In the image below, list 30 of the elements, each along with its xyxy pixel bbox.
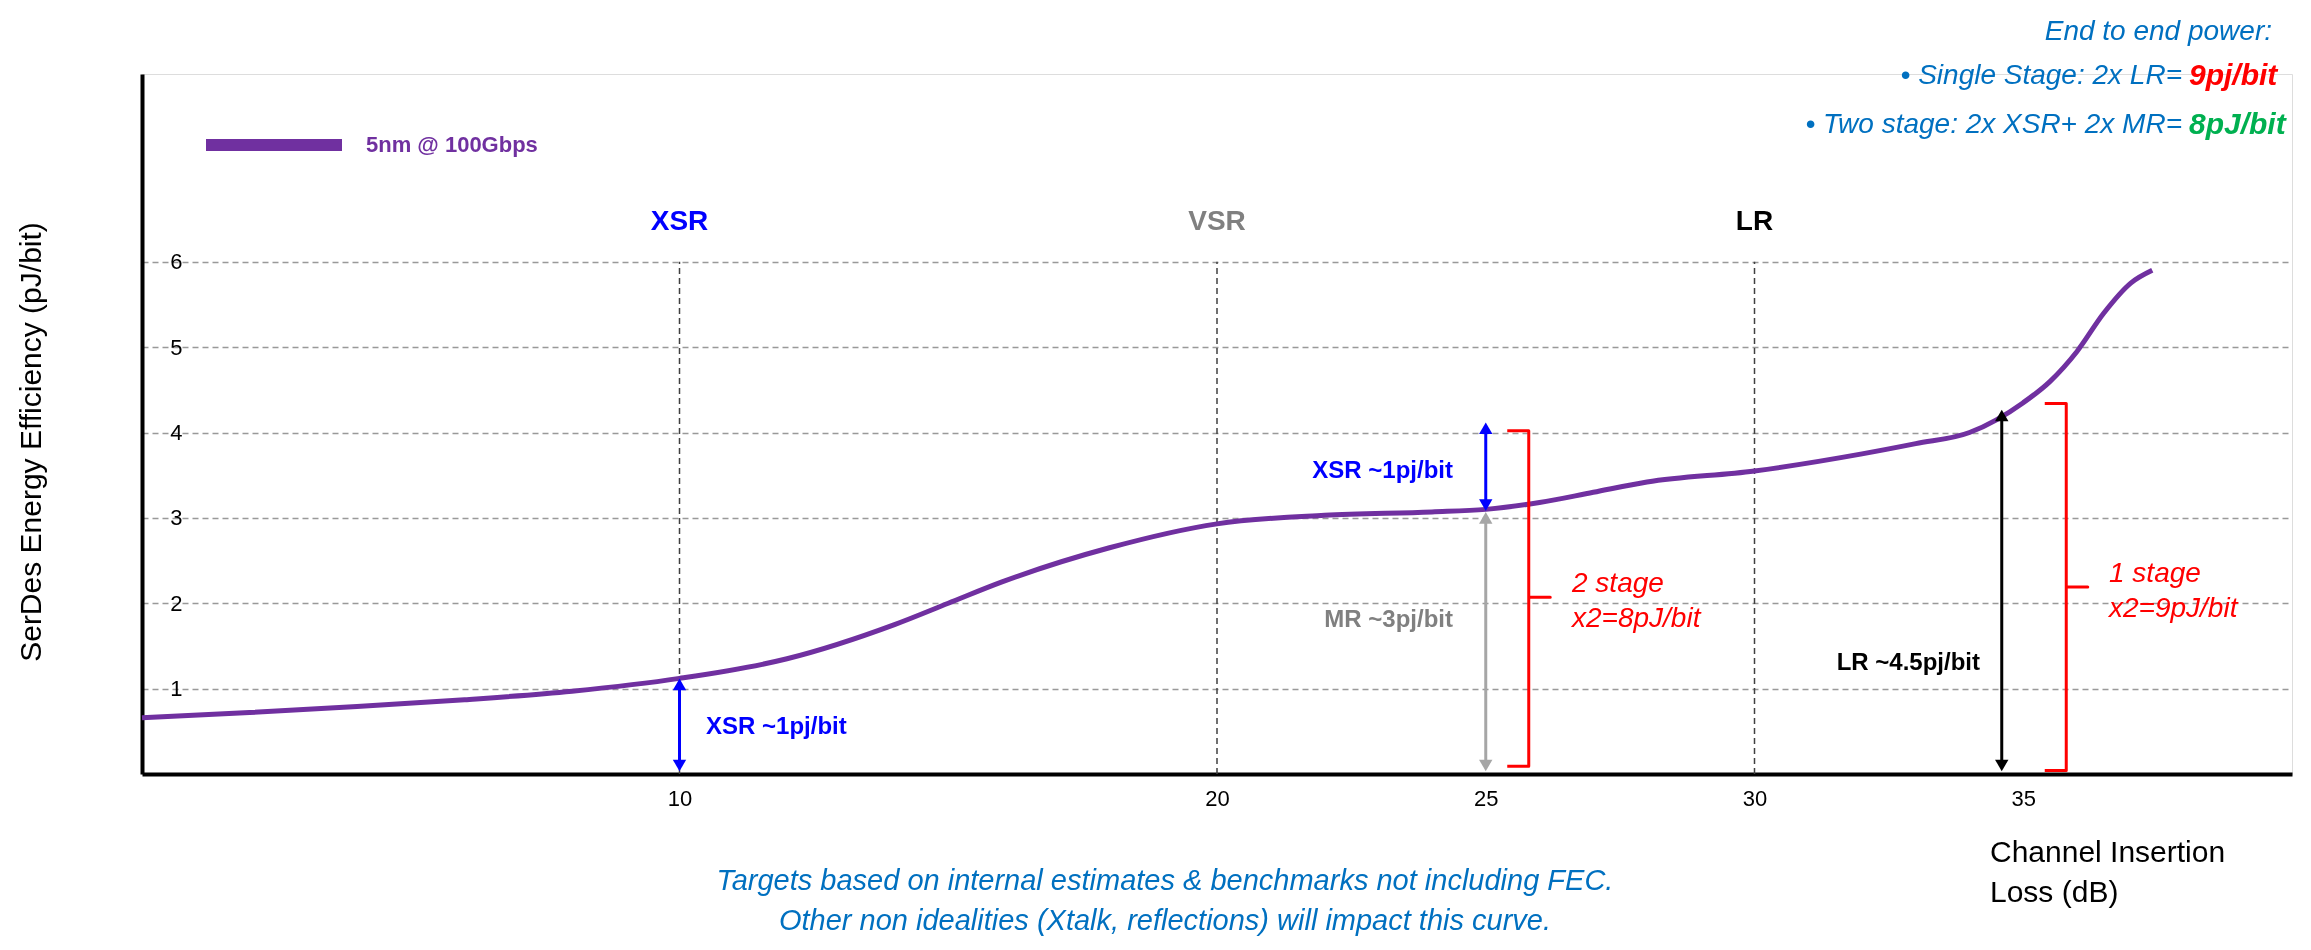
x-tick-label: 35 (2011, 785, 2036, 811)
y-tick-label: 5 (170, 334, 183, 360)
x-tick-label: 20 (1205, 785, 1230, 811)
annotation: 9pj/bit (2189, 58, 2280, 91)
text: End to end power: (2044, 15, 2272, 46)
text: Targets based on internal estimates & benchmarks not including FEC. (716, 864, 1614, 896)
annotation: 8pJ/bit (2189, 107, 2288, 140)
annotation: • Single Stage: 2x LR= (1900, 59, 2182, 90)
annotation: • Two stage: 2x XSR+ 2x MR= (1805, 108, 2182, 139)
annotation: XSR ~1pj/bit (706, 712, 847, 739)
annotation: LR ~4.5pj/bit (1836, 648, 1980, 675)
ref-line-label: LR (1735, 204, 1774, 236)
y-tick-label: 3 (170, 505, 183, 531)
annotation: 1 stage x2=9pJ/bit (2107, 557, 2239, 623)
y-tick-label: 2 (170, 590, 183, 616)
annotation: XSR ~1pj/bit (1312, 456, 1453, 483)
y-axis-title: SerDes Energy Efficiency (pJ/bit) (14, 222, 47, 662)
text: 5nm @ 100Gbps (366, 132, 538, 157)
text: Other non idealities (Xtalk, reflections) will impact this curve. (778, 904, 1552, 936)
x-tick-label: 30 (1742, 785, 1768, 811)
annotation: 2 stage x2=8pJ/bit (1570, 567, 1702, 633)
y-tick-label: 1 (170, 676, 183, 702)
ref-line-label: XSR (650, 204, 709, 236)
x-tick-label: 10 (667, 785, 693, 811)
x-axis-title: Channel Insertion Loss (dB) (1990, 835, 2226, 908)
x-tick-label: 25 (1474, 785, 1499, 811)
annotation: MR ~3pj/bit (1324, 605, 1454, 632)
ref-line-label: VSR (1188, 204, 1246, 236)
y-tick-label: 6 (170, 249, 183, 275)
y-tick-label: 4 (170, 420, 183, 446)
